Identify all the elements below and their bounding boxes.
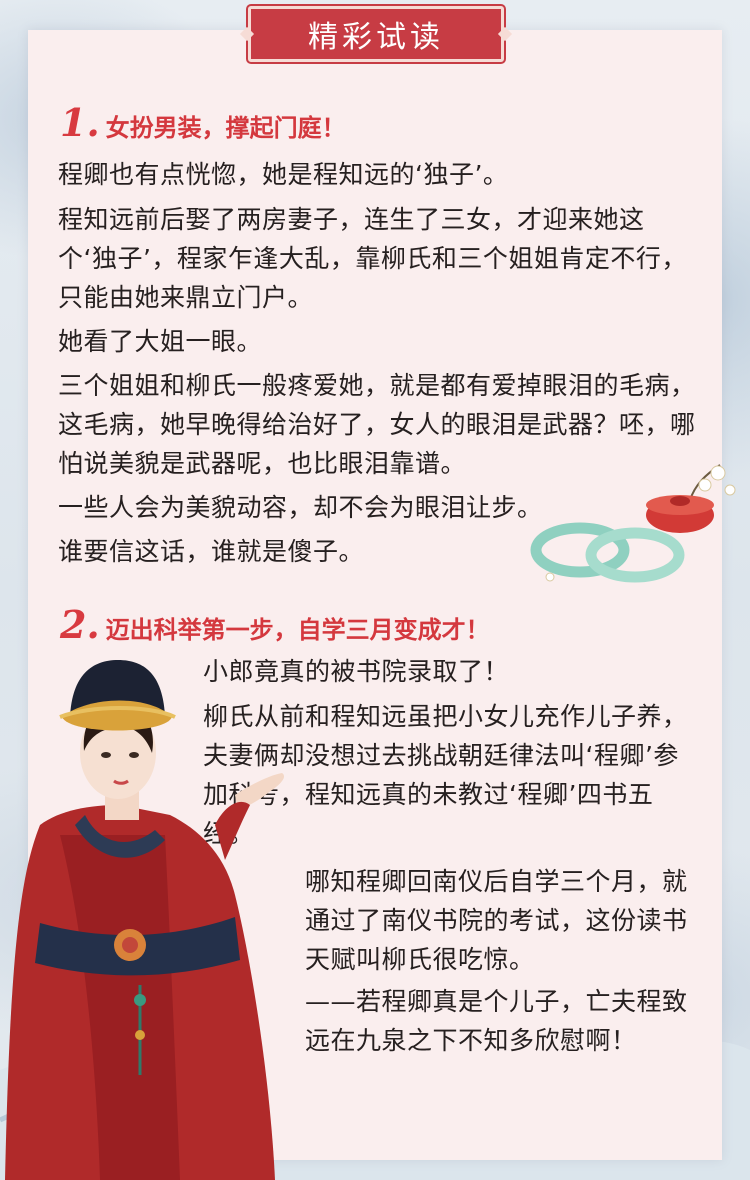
section-1-heading: 1. 女扮男装，撑起门庭！ [60,100,346,145]
paragraph: 她看了大姐一眼。 [58,327,263,356]
ancient-lady-illustration [5,660,285,1180]
paragraph: 哪知程卿回南仪后自学三个月，就通过了南仪书院的考试，这份读书天赋叫柳氏很吃惊。 [305,867,688,974]
jade-bracelet-decoration [530,464,736,583]
section-2-heading: 2. 迈出科举第一步，自学三月变成才！ [60,602,490,647]
section-2-title: 迈出科举第一步，自学三月变成才！ [105,616,490,644]
paragraph: 程知远前后娶了两房妻子，连生了三女，才迎来她这个‘独子’，程家乍逢大乱，靠柳氏和… [58,205,687,312]
paragraph: 谁要信这话，谁就是傻子。 [58,537,365,566]
section-1-number: 1. [60,100,100,145]
paragraph: 三个姐姐和柳氏一般疼爱她，就是都有爱掉眼泪的毛病，这毛病，她早晚得给治好了，女人… [58,371,696,478]
banner-title: 精彩试读 [308,20,444,55]
paragraph: ——若程卿真是个儿子，亡夫程致远在九泉之下不知多欣慰啊！ [305,987,688,1055]
paragraph: 程卿也有点恍惚，她是程知远的‘独子’。 [58,160,509,189]
paragraph: 柳氏从前和程知远虽把小女儿充作儿子养，夫妻俩却没想过去挑战朝廷律法叫‘程卿’参加… [203,702,688,848]
paragraph: 小郎竟真的被书院录取了！ [203,657,510,686]
title-banner: 精彩试读 [246,4,506,64]
section-1-title: 女扮男装，撑起门庭！ [105,114,346,142]
paragraph: 一些人会为美貌动容，却不会为眼泪让步。 [58,493,543,522]
section-2-number: 2. [60,602,100,647]
